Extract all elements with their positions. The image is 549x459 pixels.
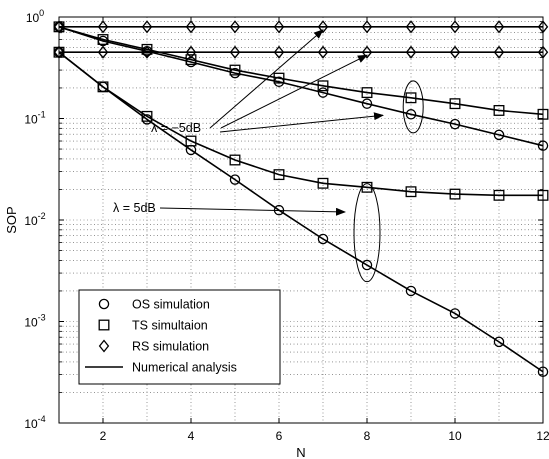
point-circle bbox=[405, 285, 417, 297]
point-square bbox=[317, 177, 329, 189]
point-square bbox=[449, 188, 461, 200]
series-line-circle bbox=[58, 51, 544, 373]
point-diamond bbox=[229, 45, 241, 59]
legend-label: Numerical analysis bbox=[132, 361, 237, 375]
point-square bbox=[273, 72, 285, 84]
point-square bbox=[405, 186, 417, 198]
y-tick-label: 100 bbox=[26, 8, 44, 25]
point-diamond bbox=[361, 20, 373, 34]
annotation-ellipse bbox=[353, 183, 381, 283]
point-circle bbox=[449, 118, 461, 130]
point-diamond bbox=[317, 45, 329, 59]
series-line-square bbox=[58, 26, 544, 116]
y-tick-label: 10-2 bbox=[24, 211, 45, 228]
legend-marker-diamond bbox=[98, 339, 110, 353]
x-tick-label: 6 bbox=[276, 429, 283, 443]
point-diamond bbox=[185, 20, 197, 34]
point-circle bbox=[229, 174, 241, 185]
point-circle bbox=[317, 233, 329, 245]
point-diamond bbox=[405, 20, 417, 34]
point-square bbox=[405, 92, 417, 104]
point-circle bbox=[229, 67, 241, 79]
point-diamond bbox=[141, 20, 153, 34]
x-tick-label: 2 bbox=[100, 429, 107, 443]
annotation-ellipse bbox=[402, 80, 424, 134]
point-diamond bbox=[493, 20, 505, 34]
legend-label: OS simulation bbox=[132, 298, 210, 312]
point-square bbox=[493, 189, 505, 201]
point-circle bbox=[493, 336, 505, 348]
y-tick-label: 10-4 bbox=[24, 414, 45, 431]
x-tick-label: 4 bbox=[188, 429, 195, 443]
x-tick-label: 8 bbox=[364, 429, 371, 443]
point-diamond bbox=[273, 20, 285, 34]
point-diamond bbox=[97, 45, 109, 59]
point-diamond bbox=[229, 20, 241, 34]
y-tick-label: 10-1 bbox=[24, 110, 45, 127]
point-diamond bbox=[449, 45, 461, 59]
point-square bbox=[185, 54, 197, 66]
annotations: λ = −5dB λ = 5dB bbox=[113, 29, 424, 283]
point-circle bbox=[361, 98, 373, 109]
point-diamond bbox=[97, 20, 109, 34]
series-line-circle bbox=[58, 26, 544, 147]
annotation-arrow bbox=[220, 54, 368, 129]
legend-label: TS simultaion bbox=[132, 319, 208, 333]
point-circle bbox=[493, 129, 505, 141]
point-square bbox=[273, 169, 285, 181]
point-diamond bbox=[185, 45, 197, 59]
point-circle bbox=[97, 35, 109, 47]
point-circle bbox=[185, 144, 197, 156]
x-axis-label: N bbox=[296, 445, 305, 459]
tick-labels: 2 4 6 8 10 12 100 10-1 10-2 10-3 10-4 bbox=[24, 8, 549, 443]
legend-marker-circle bbox=[98, 298, 110, 310]
point-circle bbox=[405, 109, 417, 120]
y-tick-label: 10-3 bbox=[24, 313, 45, 330]
point-diamond bbox=[449, 20, 461, 34]
point-diamond bbox=[493, 45, 505, 59]
y-axis-label: SOP bbox=[4, 206, 19, 233]
point-square bbox=[229, 64, 241, 76]
point-square bbox=[493, 105, 505, 116]
legend: OS simulation TS simultaion RS simulation N… bbox=[78, 289, 281, 385]
annotation-arrow bbox=[159, 207, 346, 216]
point-circle bbox=[361, 259, 373, 271]
legend-label: RS simulation bbox=[132, 340, 209, 354]
point-diamond bbox=[273, 45, 285, 59]
point-square bbox=[229, 154, 241, 166]
point-circle bbox=[97, 81, 109, 93]
series-line-square bbox=[58, 51, 543, 197]
point-square bbox=[317, 80, 329, 92]
point-diamond bbox=[405, 45, 417, 59]
point-circle bbox=[141, 114, 153, 125]
annotation-arrow bbox=[209, 29, 324, 129]
annotation-arrow bbox=[219, 112, 384, 133]
axis-ticks bbox=[59, 16, 544, 424]
point-square bbox=[141, 110, 153, 122]
point-circle bbox=[273, 76, 285, 88]
point-diamond bbox=[141, 45, 153, 59]
legend-box bbox=[78, 289, 281, 385]
annotation-label: λ = −5dB bbox=[151, 121, 201, 135]
series-lines bbox=[58, 26, 544, 373]
point-square bbox=[361, 87, 373, 99]
point-circle bbox=[449, 308, 461, 319]
x-tick-label: 10 bbox=[448, 429, 462, 443]
x-tick-label: 12 bbox=[536, 429, 549, 443]
legend-marker-square bbox=[98, 319, 110, 331]
annotation-label: λ = 5dB bbox=[113, 201, 156, 215]
point-square bbox=[449, 98, 461, 110]
point-circle bbox=[317, 87, 329, 98]
